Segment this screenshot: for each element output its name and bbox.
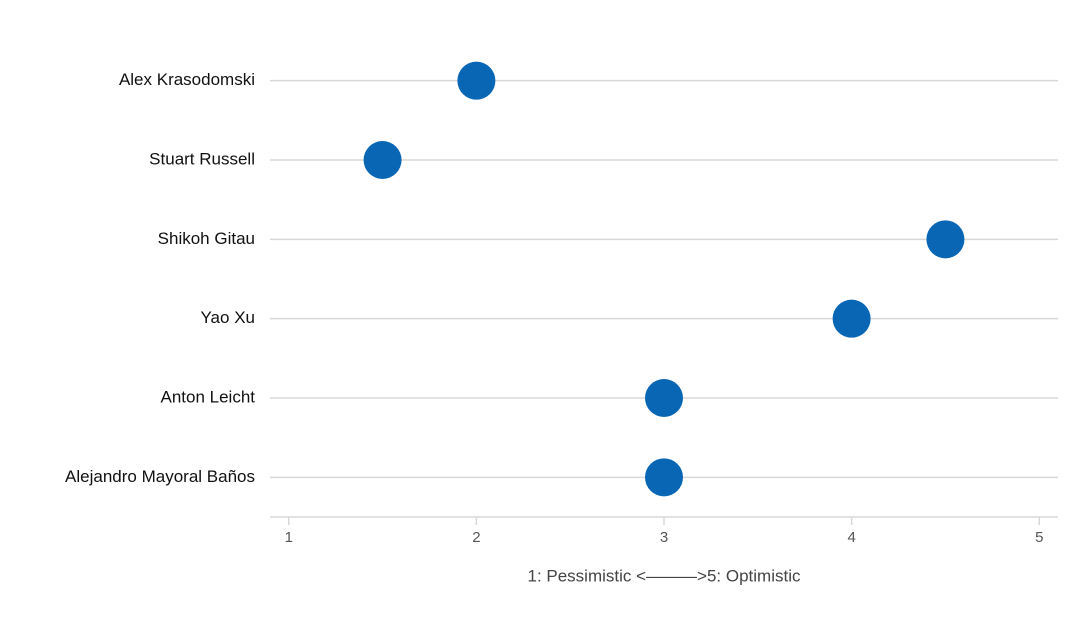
dot: [645, 458, 683, 497]
y-tick-label: Stuart Russell: [149, 149, 255, 168]
x-tick-label: 3: [660, 529, 668, 546]
x-tick-label: 2: [472, 529, 480, 546]
dot: [645, 379, 683, 417]
x-tick-label: 5: [1035, 529, 1043, 546]
x-tick-label: 4: [847, 529, 855, 546]
y-tick-label: Anton Leicht: [160, 387, 255, 406]
x-axis-label: 1: Pessimistic <———>5: Optimistic: [527, 566, 801, 585]
y-tick-label: Alex Krasodomski: [119, 70, 255, 89]
y-tick-label: Alejandro Mayoral Baños: [65, 467, 255, 486]
y-tick-label: Shikoh Gitau: [158, 229, 255, 248]
x-tick-label: 1: [285, 529, 293, 546]
dot: [832, 299, 871, 338]
dot: [457, 61, 496, 100]
dot: [926, 220, 965, 259]
dot: [363, 141, 402, 179]
y-tick-label: Yao Xu: [200, 308, 255, 327]
